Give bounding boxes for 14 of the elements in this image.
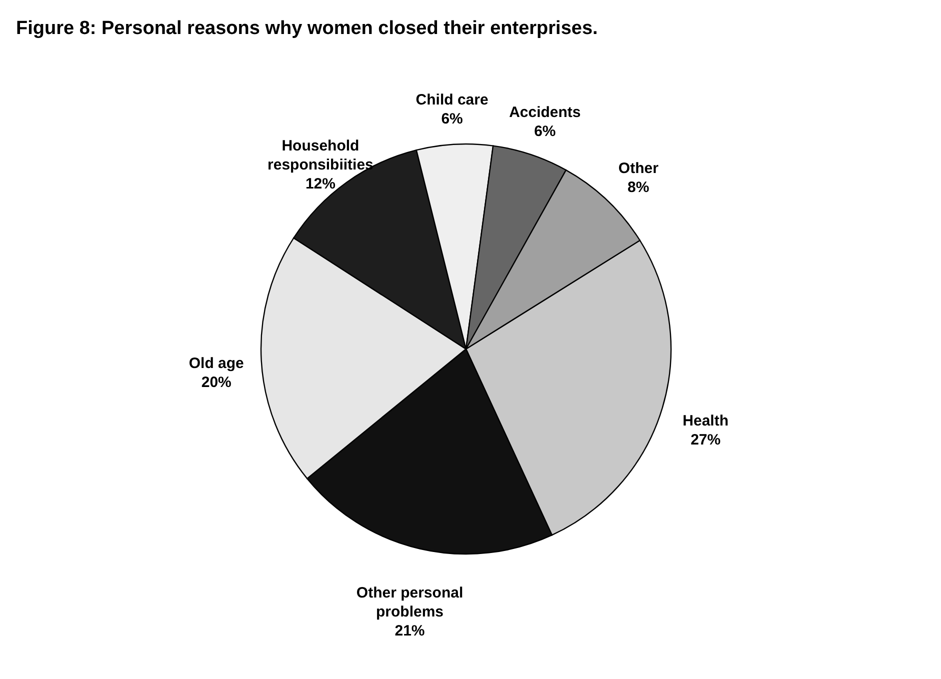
data-label: 8% (628, 178, 650, 196)
slice-label: Old age (188, 354, 244, 372)
data-label: 6% (534, 122, 556, 140)
slice-label: Health (682, 412, 729, 430)
slice-label: Child care (416, 91, 488, 108)
slice-label: Accidents (509, 104, 581, 121)
data-label: 27% (690, 431, 721, 448)
data-label: 6% (441, 110, 463, 128)
slice-label: Other (618, 160, 659, 177)
slice-label: Other personal problems (356, 584, 464, 621)
data-label: 21% (394, 622, 425, 640)
data-label: 12% (305, 176, 336, 193)
chart-title: Figure 8: Personal reasons why women closed their enterprises. (16, 18, 598, 39)
data-label: 20% (201, 374, 232, 391)
